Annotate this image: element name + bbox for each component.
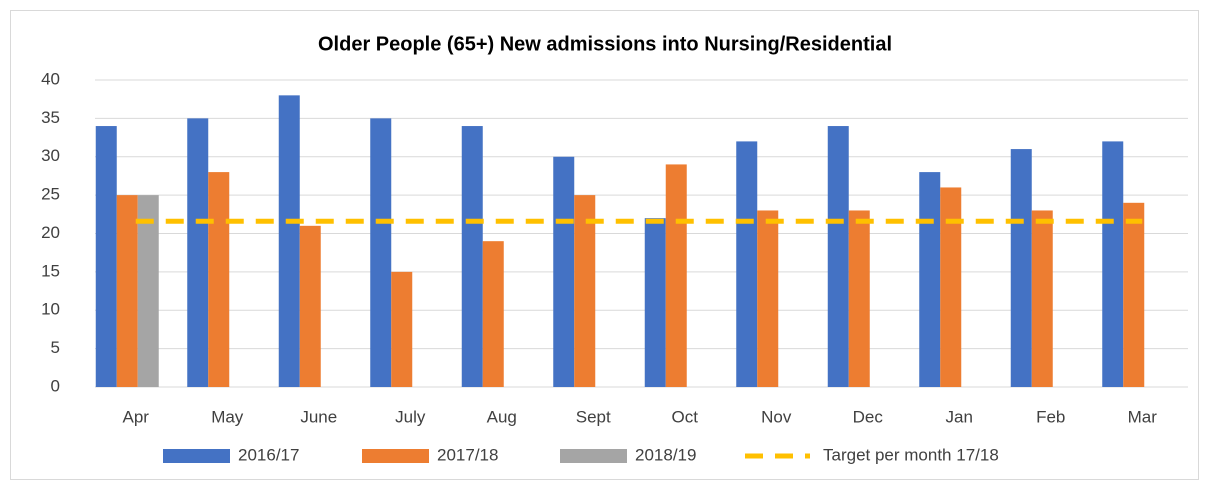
- x-tick-label: Aug: [487, 407, 517, 426]
- bar: [95, 126, 117, 388]
- legend-swatch: [163, 449, 230, 463]
- bar: [644, 218, 666, 387]
- bar: [1123, 202, 1145, 387]
- x-tick-label: Feb: [1036, 407, 1065, 426]
- bar: [848, 210, 870, 387]
- x-tick-label: July: [395, 407, 426, 426]
- x-tick-label: Sept: [576, 407, 611, 426]
- x-tick-label: Nov: [761, 407, 792, 426]
- bar: [278, 95, 300, 387]
- bar: [370, 118, 392, 387]
- x-tick-label: Jan: [946, 407, 973, 426]
- x-tick-label: June: [300, 407, 337, 426]
- y-tick-label: 5: [51, 338, 60, 357]
- bar: [116, 195, 138, 387]
- x-tick-label: May: [211, 407, 244, 426]
- legend-swatch: [560, 449, 627, 463]
- bar: [1031, 210, 1053, 387]
- y-tick-label: 15: [41, 261, 60, 280]
- bar: [208, 172, 230, 387]
- bar: [940, 187, 962, 387]
- bar: [553, 156, 575, 387]
- y-tick-label: 10: [41, 300, 60, 319]
- y-tick-label: 0: [51, 376, 60, 395]
- bar: [757, 210, 779, 387]
- legend-swatch: [362, 449, 429, 463]
- bar: [187, 118, 209, 387]
- x-tick-label: Dec: [853, 407, 884, 426]
- bar: [1010, 149, 1032, 387]
- bar: [1102, 141, 1124, 387]
- bar: [137, 195, 159, 387]
- x-tick-label: Oct: [672, 407, 699, 426]
- legend-label: Target per month 17/18: [823, 445, 999, 464]
- bar: [574, 195, 596, 387]
- bar: [665, 164, 687, 387]
- bar: [461, 126, 483, 388]
- legend-label: 2016/17: [238, 445, 299, 464]
- bar: [391, 271, 413, 387]
- y-tick-label: 30: [41, 146, 60, 165]
- bar: [919, 172, 941, 387]
- y-tick-label: 35: [41, 108, 60, 127]
- bar: [736, 141, 758, 387]
- x-tick-label: Apr: [123, 407, 150, 426]
- y-tick-label: 40: [41, 69, 60, 88]
- bar: [827, 126, 849, 388]
- legend-label: 2017/18: [437, 445, 498, 464]
- x-tick-label: Mar: [1128, 407, 1158, 426]
- y-tick-label: 20: [41, 223, 60, 242]
- bar: [482, 241, 504, 387]
- chart-title: Older People (65+) New admissions into N…: [318, 33, 892, 55]
- legend-label: 2018/19: [635, 445, 696, 464]
- y-tick-label: 25: [41, 185, 60, 204]
- bar: [299, 225, 321, 387]
